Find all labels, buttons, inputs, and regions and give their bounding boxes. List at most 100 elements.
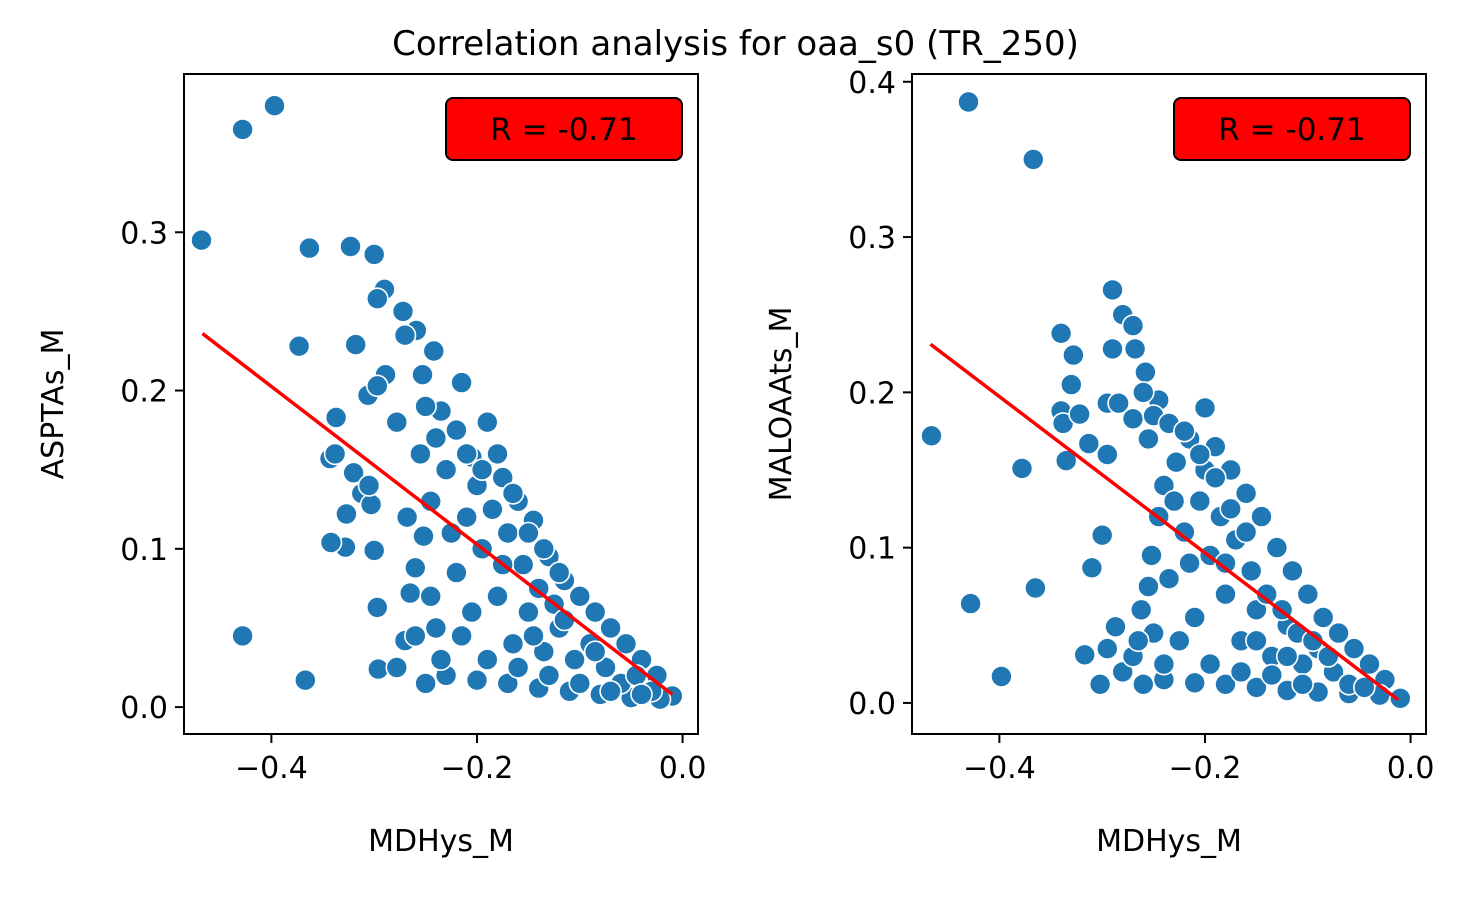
panel-1-scatter-point	[599, 679, 622, 703]
panel-2-scatter-point	[1214, 582, 1237, 606]
panel-2-scatter-point	[1054, 449, 1078, 473]
panel-1-scatter-point	[403, 624, 427, 648]
panel-1-x-tick-label: −0.2	[441, 751, 514, 786]
panel-2-scatter-point	[1101, 278, 1124, 302]
panel-2-scatter-point	[1178, 551, 1201, 575]
panel-1-scatter-point	[501, 632, 525, 656]
panel-1-scatter-point	[395, 505, 419, 529]
panel-1-scatter-point	[486, 584, 509, 608]
panel-2-regression-line	[929, 342, 1400, 702]
panel-1-scatter-point	[465, 668, 489, 692]
panel-1-scatter-point	[339, 235, 362, 258]
panel-1-scatter-point	[450, 371, 473, 394]
panel-1-annotation-text: R = -0.71	[490, 112, 637, 148]
panel-2-scatter-point	[990, 665, 1013, 688]
panel-1-scatter-point	[491, 466, 515, 489]
panel-2-scatter-point	[1060, 373, 1083, 396]
panel-1-scatter-point	[324, 406, 348, 429]
panel-2-scatter-point	[1077, 432, 1101, 455]
panel-1-scatter-point	[359, 493, 383, 516]
panel-1-scatter-point	[365, 287, 389, 311]
panel-2-scatter-point	[1204, 466, 1227, 490]
panel-1-scatter-point	[445, 418, 468, 442]
panel-2-scatter-point	[1245, 598, 1268, 622]
panel-2-y-tick-label: 0.1	[848, 532, 896, 567]
panel-1-scatter-point	[511, 553, 535, 576]
panel-1-scatter-point	[630, 683, 653, 706]
panel-2-scatter-point	[1245, 676, 1268, 699]
panel-1-x-tick-label: 0.0	[659, 751, 707, 786]
panel-1-scatter-point	[568, 672, 592, 695]
panel-1-scatter-point	[481, 497, 504, 521]
panel-1-scatter-point	[357, 474, 381, 497]
panel-2-scatter-point	[1123, 337, 1147, 361]
panel-1-scatter-point	[455, 505, 479, 529]
panel-1-axes-frame	[183, 73, 699, 735]
panel-1-scatter-point	[411, 363, 434, 387]
panel-2-scatter-point	[959, 592, 982, 615]
panel-2-scatter-point	[1239, 559, 1263, 583]
panel-2-scatter-point	[1173, 419, 1196, 443]
panel-2-scatter-point	[1010, 457, 1034, 480]
panel-2-scatter-point	[1219, 497, 1242, 521]
panel-2-axes-frame	[911, 73, 1427, 735]
panel-2-scatter-point	[1255, 582, 1278, 606]
panel-1-scatter-point	[450, 624, 473, 648]
panel-2-scatter-point	[1088, 672, 1112, 696]
panel-2-scatter-point	[1214, 672, 1237, 696]
panel-1-scatter-point	[385, 410, 409, 434]
panel-1-scatter-point	[424, 426, 448, 450]
panel-1-scatter-point	[517, 600, 540, 624]
panel-2-scatter-point	[1101, 337, 1124, 361]
panel-1-scatter-point	[362, 539, 386, 562]
panel-2-x-tick-label: −0.4	[963, 751, 1036, 786]
panel-1-scatter-point	[496, 672, 520, 695]
panel-2-scatter-point	[1134, 360, 1157, 384]
panel-1-scatter-point	[475, 410, 499, 434]
panel-1-regression-line	[201, 332, 674, 696]
panel-2-scatter-point	[1152, 474, 1176, 497]
panel-2-y-tick-label: 0.4	[848, 66, 896, 101]
panel-1-scatter-point	[445, 561, 468, 584]
panel-2-scatter-point	[1049, 321, 1073, 345]
panel-1-scatter-point	[583, 640, 607, 664]
panel-2-annotation-box	[1173, 97, 1411, 161]
panel-2-scatter-point	[1137, 427, 1160, 451]
panel-2-scatter-point	[1342, 637, 1366, 660]
panel-1-scatter-point	[532, 640, 556, 664]
panel-2-scatter-point	[1090, 523, 1114, 547]
panel-2-scatter-point	[1250, 505, 1273, 528]
panel-1-scatter-point	[385, 656, 409, 679]
panel-2-scatter-point	[1317, 645, 1340, 668]
panel-1-annotation-box	[445, 97, 683, 161]
panel-2-y-tick-label: 0.0	[848, 687, 896, 722]
panel-1-scatter-point	[532, 537, 556, 561]
panel-1-scatter-point	[393, 323, 417, 347]
panel-1-scatter-point	[594, 656, 617, 679]
panel-1-scatter-point	[522, 624, 545, 648]
panel-2-scatter-point	[1198, 652, 1222, 676]
panel-1-y-tick-label: 0.2	[120, 375, 168, 410]
panel-1-scatter-point	[231, 118, 254, 141]
panel-1-scatter-point	[335, 502, 358, 526]
panel-1-y-tick-label: 0.1	[120, 533, 168, 568]
panel-1-scatter-point	[409, 442, 432, 466]
panel-2-scatter-point	[1296, 582, 1320, 606]
panel-2-scatter-point	[1291, 672, 1314, 696]
panel-1-scatter-point	[501, 482, 525, 505]
panel-2-scatter-point	[1137, 575, 1160, 598]
panel-1-scatter-point	[263, 94, 286, 117]
panel-2-scatter-point	[1193, 396, 1217, 420]
panel-1-scatter-point	[460, 600, 484, 624]
panel-2-scatter-point	[1126, 629, 1150, 653]
panel-2-scatter-point	[1080, 556, 1104, 580]
panel-1-scatter-point	[599, 616, 622, 640]
panel-2-scatter-point	[1104, 615, 1127, 639]
panel-2-scatter-point	[1140, 544, 1163, 567]
panel-1-scatter-point	[362, 243, 386, 266]
panel-2-scatter-point	[1234, 520, 1258, 544]
panel-2-scatter-point	[1389, 686, 1412, 710]
panel-1-scatter-point	[391, 300, 415, 323]
